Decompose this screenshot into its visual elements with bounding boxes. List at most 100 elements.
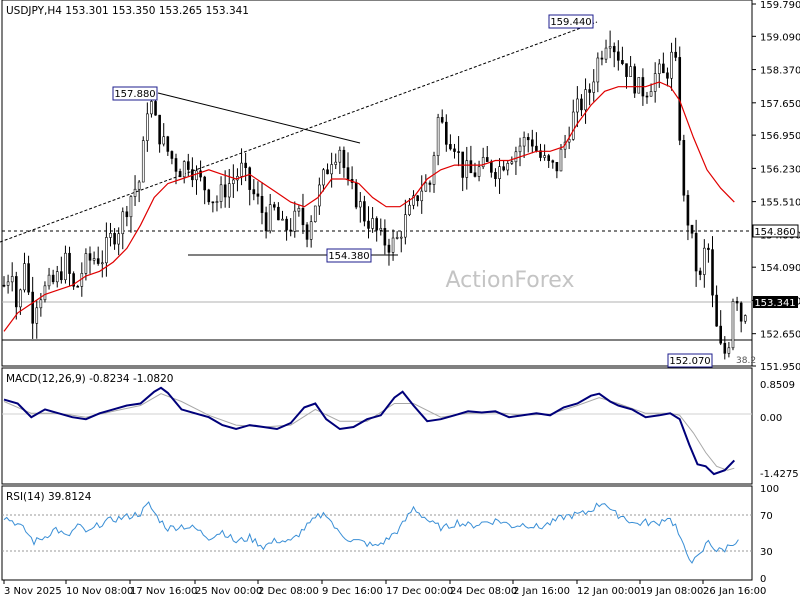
candle-body (612, 46, 616, 53)
x-tick-label: 3 Nov 2025 (4, 586, 62, 597)
candle-body (662, 63, 665, 74)
candle-body (309, 221, 313, 240)
candle-body (432, 155, 436, 185)
candle-body (342, 149, 346, 168)
price-y-tick-label: 152.650 (760, 330, 800, 341)
candle-body (588, 89, 591, 93)
candle-body (2, 284, 6, 287)
candle-body (743, 315, 747, 322)
candle-body (617, 51, 620, 61)
candle-body (457, 151, 460, 153)
candle-body (625, 63, 628, 77)
x-tick-label: 17 Dec 00:00 (386, 586, 453, 597)
macd-y-tick-label: 0.00 (760, 413, 782, 424)
candle-body (707, 247, 710, 250)
candle-body (481, 157, 485, 168)
candle-body (518, 145, 522, 153)
macd-pane[interactable] (1, 367, 753, 485)
candle-body (453, 148, 456, 152)
x-tick-label: 19 Jan 08:00 (640, 586, 703, 597)
candle-body (379, 228, 383, 231)
candle-body (600, 57, 604, 60)
candle-body (174, 158, 178, 172)
candle-body (371, 218, 374, 229)
candle-body (731, 300, 735, 349)
candle-body (674, 51, 677, 58)
candle-body (711, 249, 714, 296)
candle-body (232, 179, 235, 184)
candle-body (522, 137, 526, 147)
candle-body (498, 166, 501, 179)
candle-body (264, 212, 268, 232)
candle-body (621, 60, 624, 64)
candle-body (576, 98, 579, 113)
candle-body (51, 274, 55, 283)
rsi-y-tick-label: 0 (760, 574, 766, 585)
candle-body (543, 155, 546, 158)
candle-body (100, 262, 104, 265)
candle-body (449, 144, 452, 150)
candle-body (285, 218, 288, 231)
candle-body (735, 300, 739, 304)
candle-body (682, 140, 686, 196)
x-tick-label: 24 Dec 08:00 (450, 586, 517, 597)
candle-body (346, 167, 350, 180)
x-tick-label: 25 Nov 00:00 (195, 586, 262, 597)
macd-y-axis: 0.8509 0.00 -1.4275 (760, 380, 799, 480)
price-pane[interactable] (1, 0, 753, 367)
candle-body (60, 271, 63, 281)
x-tick-label: 2 Dec 08:00 (258, 586, 319, 597)
candle-body (383, 228, 387, 246)
candle-body (485, 157, 489, 162)
candle-body (715, 294, 718, 327)
candle-body (551, 160, 555, 163)
candle-body (391, 237, 395, 253)
candle-body (113, 233, 116, 245)
fib-label: 38.2 (736, 356, 756, 366)
candle-body (121, 211, 125, 235)
candle-body (510, 161, 514, 164)
candle-body (215, 201, 219, 203)
x-tick-label: 10 Nov 08:00 (66, 586, 133, 597)
x-tick-label: 9 Dec 16:00 (322, 586, 383, 597)
price-y-tick-label: 154.090 (760, 263, 800, 274)
candles (2, 30, 747, 360)
price-y-tick-label: 157.650 (760, 99, 800, 110)
candle-body (260, 195, 264, 213)
rsi-pane[interactable] (1, 485, 753, 581)
price-title: USDJPY,H4 153.301 153.350 153.265 153.34… (6, 5, 249, 17)
candle-body (506, 163, 510, 171)
candle-body (219, 184, 223, 202)
candle-body (166, 136, 170, 152)
candle-body (248, 167, 252, 190)
candle-body (27, 263, 30, 293)
price-y-tick-label: 159.790 (760, 0, 800, 11)
candle-body (338, 149, 342, 163)
callout-swing-low: 154.380 (326, 248, 372, 263)
candle-body (694, 232, 698, 272)
x-tick-label: 2 Jan 16:00 (513, 586, 570, 597)
candle-body (182, 161, 186, 178)
candle-body (64, 252, 67, 281)
candle-body (592, 81, 596, 93)
rsi-y-tick-label: 100 (760, 484, 779, 495)
candle-body (727, 347, 731, 354)
candle-body (199, 170, 202, 178)
price-y-tick-label: 158.370 (760, 66, 800, 77)
macd-title: MACD(12,26,9) -0.8234 -1.0820 (6, 373, 173, 385)
candle-body (539, 150, 542, 158)
candle-body (109, 233, 112, 238)
candle-body (428, 182, 432, 185)
candle-body (490, 161, 493, 173)
candle-body (23, 263, 26, 291)
candle-body (608, 46, 612, 49)
candle-body (72, 273, 75, 287)
x-tick-label: 17 Nov 16:00 (130, 586, 197, 597)
callout-swing-high-2: 159.440 (548, 14, 594, 29)
x-tick-label: 12 Jan 00:00 (577, 586, 640, 597)
candle-body (162, 136, 166, 145)
candle-body (244, 162, 247, 168)
candle-body (268, 204, 272, 232)
candle-body (445, 121, 448, 145)
moving-average-line (3, 81, 735, 332)
